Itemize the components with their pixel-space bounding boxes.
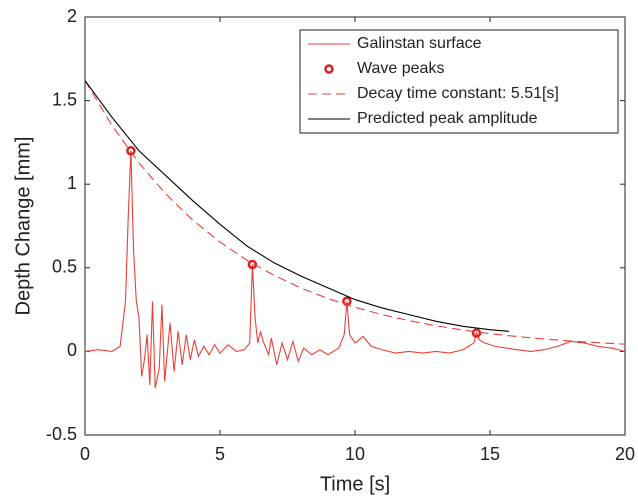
peak-marker — [471, 328, 482, 338]
peak-marker — [247, 259, 258, 270]
y-axis-label: Depth Change [mm] — [12, 137, 34, 316]
legend-label: Galinstan surface — [357, 35, 482, 52]
legend-label: Predicted peak amplitude — [357, 110, 538, 127]
legend-symbol — [324, 64, 334, 74]
y-tick-label: -0.5 — [46, 424, 77, 444]
x-tick-label: 10 — [345, 444, 365, 464]
series-line — [84, 150, 626, 389]
y-tick-label: 2 — [67, 6, 77, 26]
peak-marker — [126, 146, 136, 156]
legend-label: Decay time constant: 5.51[s] — [357, 85, 559, 102]
y-tick-label: 0.5 — [52, 257, 77, 277]
x-tick-label: 15 — [480, 444, 500, 464]
y-tick-label: 1.5 — [52, 89, 77, 109]
legend-label: Wave peaks — [357, 60, 444, 77]
x-tick-label: 20 — [615, 444, 635, 464]
y-tick-label: 1 — [67, 173, 77, 193]
y-tick-label: 0 — [67, 340, 77, 360]
legend-box — [299, 29, 619, 134]
x-axis-label: Time [s] — [320, 473, 390, 495]
x-tick-label: 0 — [80, 444, 90, 464]
x-tick-label: 5 — [215, 444, 225, 464]
series-line — [84, 80, 509, 332]
